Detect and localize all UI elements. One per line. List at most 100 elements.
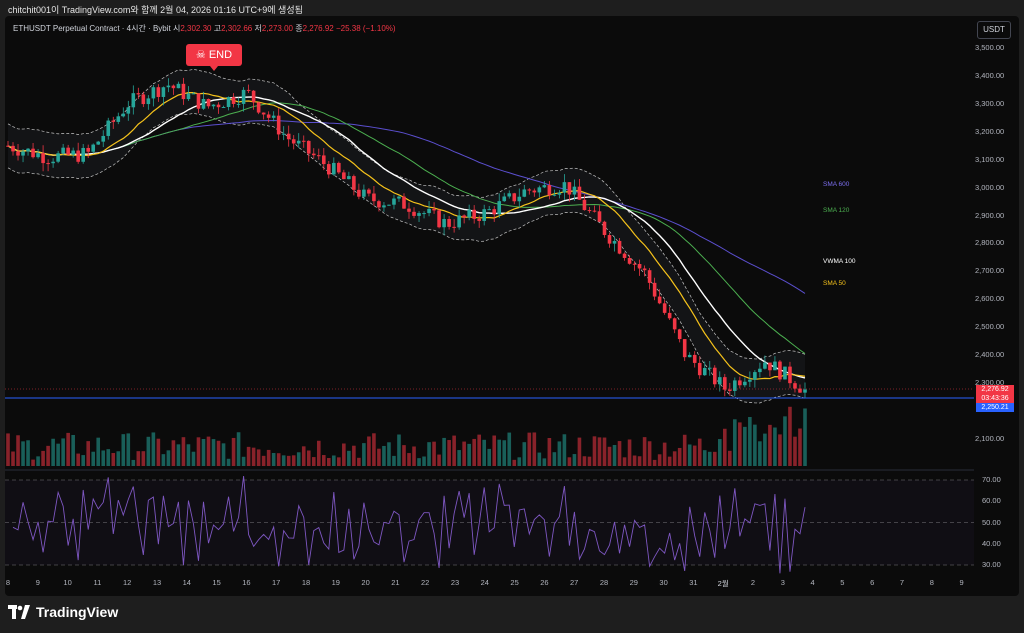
volume-bar — [31, 459, 35, 466]
volume-bar — [522, 442, 527, 466]
volume-bar — [738, 422, 742, 466]
volume-bar — [717, 439, 722, 466]
volume-bar — [788, 406, 792, 466]
symbol-legend: ETHUSDT Perpetual Contract · 4시간 · Bybit… — [13, 23, 396, 34]
candle-body — [26, 148, 30, 152]
volume-bar — [261, 455, 266, 466]
time-tick-label: 12 — [123, 578, 132, 587]
volume-bar — [657, 454, 662, 466]
volume-bar — [51, 438, 55, 466]
volume-bar — [687, 444, 692, 466]
candle-body — [567, 182, 572, 195]
time-tick-label: 9 — [959, 578, 964, 587]
candle-body — [66, 147, 70, 155]
price-tick-label: 3,200.00 — [975, 126, 1005, 136]
candle-body — [91, 144, 96, 152]
time-tick-label: 17 — [272, 578, 281, 587]
candle-body — [512, 193, 517, 202]
volume-bar — [467, 443, 471, 466]
candle-body — [788, 366, 792, 384]
volume-bar — [116, 451, 121, 466]
open-label: 시 — [172, 24, 181, 33]
screenshot-caption: chitchit001이 TradingView.com와 함께 2월 04, … — [8, 5, 303, 15]
sma120-line — [7, 102, 806, 354]
lower-band-line — [7, 112, 806, 404]
volume-bar — [101, 450, 106, 466]
candle-body — [437, 210, 441, 228]
time-tick-label: 28 — [599, 578, 609, 587]
candle-body — [768, 362, 772, 371]
candle-body — [311, 153, 316, 156]
candle-body — [783, 366, 787, 380]
upper-band-line — [7, 68, 806, 360]
volume-bar — [758, 441, 762, 466]
rsi-line — [12, 475, 806, 574]
price-tick-label: 3,400.00 — [975, 70, 1005, 80]
candle-body — [236, 103, 241, 105]
volume-bar — [778, 434, 782, 466]
volume-bar — [46, 445, 50, 466]
candle-body — [517, 196, 522, 202]
volume-bar — [316, 440, 321, 466]
candle-body — [743, 381, 747, 386]
volume-bar — [126, 433, 131, 466]
chart-panel[interactable]: ETHUSDT Perpetual Contract · 4시간 · Bybit… — [5, 16, 1019, 596]
volume-bar — [798, 428, 802, 466]
candle-body — [126, 107, 131, 114]
price-chart[interactable] — [0, 0, 1024, 600]
volume-bar — [106, 449, 111, 466]
volume-bar — [161, 454, 166, 466]
time-tick-label: 7 — [899, 578, 905, 587]
candle-body — [246, 89, 251, 91]
candle-body — [31, 148, 35, 158]
volume-bar — [532, 432, 537, 466]
candle-body — [211, 104, 216, 107]
volume-bar — [301, 446, 306, 466]
volume-bar — [577, 437, 582, 466]
candle-body — [46, 163, 50, 165]
volume-bar — [377, 448, 381, 466]
brand-name: TradingView — [36, 604, 119, 620]
candle-body — [422, 213, 426, 215]
tradingview-brand[interactable]: TradingView — [8, 604, 118, 620]
volume-bar — [597, 437, 602, 466]
candle-body — [477, 218, 481, 221]
volume-bar — [56, 443, 60, 466]
close-value: 2,276.92 — [302, 24, 334, 33]
candle-body — [687, 354, 692, 358]
candle-body — [261, 112, 266, 115]
candle-body — [738, 380, 742, 386]
volume-bar — [146, 436, 151, 466]
rsi-band — [5, 480, 974, 565]
time-tick-label: 8 — [929, 578, 934, 587]
price-tick-label: 2,800.00 — [975, 238, 1005, 248]
candle-body — [412, 211, 416, 216]
candle-body — [728, 389, 732, 391]
volume-bar — [367, 436, 371, 466]
volume-bar — [246, 446, 251, 466]
price-tick-label: 2,300.00 — [975, 378, 1005, 387]
candle-body — [557, 192, 562, 195]
rsi-tick-label: 60.00 — [982, 496, 1001, 506]
volume-bar — [281, 455, 286, 466]
currency-button[interactable]: USDT — [977, 21, 1011, 39]
volume-bar — [527, 432, 532, 466]
volume-bar — [697, 438, 702, 466]
candle-body — [36, 153, 40, 158]
volume-bar — [482, 439, 486, 466]
volume-bar — [612, 445, 617, 466]
candle-body — [637, 264, 642, 269]
candle-body — [402, 196, 406, 209]
candle-body — [392, 198, 396, 205]
volume-bar — [21, 441, 25, 466]
candle-body — [582, 199, 587, 211]
volume-bar — [332, 455, 336, 466]
volume-bar — [176, 444, 181, 466]
end-badge-text: END — [208, 49, 233, 61]
band-fill — [8, 69, 805, 403]
candle-body — [166, 85, 171, 88]
volume-bar — [372, 433, 376, 466]
candle-body — [507, 193, 512, 197]
volume-bar — [768, 424, 772, 466]
candle-body — [758, 368, 762, 373]
